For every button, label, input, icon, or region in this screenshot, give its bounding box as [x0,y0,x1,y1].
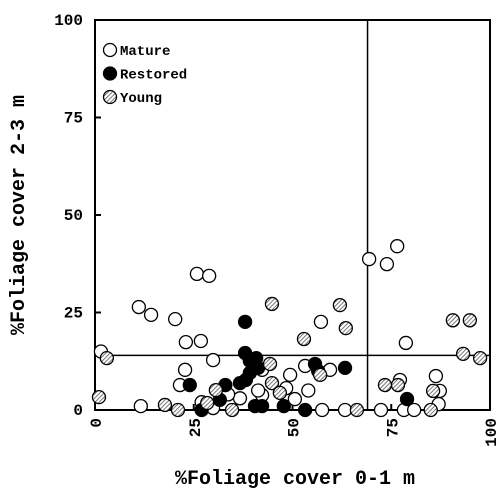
x-tick-label: 0 [88,418,106,428]
point [297,402,313,418]
legend-marker [102,89,118,105]
point [200,395,215,411]
point [428,368,444,384]
y-tick-label: 0 [73,402,83,420]
point [99,350,114,366]
point [312,367,328,383]
point [390,377,406,393]
y-tick-label: 100 [54,12,83,30]
point [250,383,266,398]
point [208,382,224,398]
point [272,385,288,400]
x-tick-label: 75 [384,418,402,437]
point [276,398,291,414]
point [445,313,461,328]
point [379,256,395,272]
legend-marker [102,66,118,81]
x-tick-label: 50 [286,418,304,437]
legend-label: Restored [120,68,187,84]
legend-label: Young [120,91,162,107]
point [254,398,270,414]
point [157,397,173,413]
point [361,251,377,267]
point [373,402,389,418]
point [462,313,478,328]
point [168,311,183,327]
point [237,314,253,330]
y-tick-label: 75 [64,110,83,128]
point [264,296,280,312]
point [131,299,146,315]
point [399,391,415,407]
point [296,331,312,347]
point [224,402,240,418]
y-axis-label: %Foliage cover 2-3 m [8,95,31,335]
point [314,402,330,418]
point [262,356,278,372]
x-tick-label: 25 [187,418,205,437]
point [264,375,280,391]
point [398,335,414,351]
point [250,360,266,376]
x-tick-label: 100 [483,418,501,447]
point [287,391,303,407]
point [301,383,316,398]
point [337,402,353,418]
y-tick-label: 50 [64,207,83,225]
point [133,398,148,414]
point [91,389,107,405]
x-axis-label: %Foliage cover 0-1 m [175,468,415,491]
point [472,350,488,366]
point [238,372,254,388]
point [143,307,159,322]
point [332,297,348,313]
point [337,360,353,376]
legend-label: Mature [120,44,170,60]
point [178,334,194,350]
point [232,391,248,406]
point [193,333,209,349]
point [202,268,217,283]
point [377,377,393,393]
point [205,352,221,368]
point [313,314,329,330]
point [455,346,471,361]
y-tick-label: 25 [64,305,83,323]
legend-marker [102,42,118,58]
point [282,367,298,383]
point [182,377,197,393]
point [338,320,353,336]
point [349,402,365,418]
point [407,402,422,418]
point [170,402,186,418]
point [423,402,438,418]
point [189,266,205,282]
point [425,383,441,399]
point [177,362,193,377]
point [390,239,405,254]
